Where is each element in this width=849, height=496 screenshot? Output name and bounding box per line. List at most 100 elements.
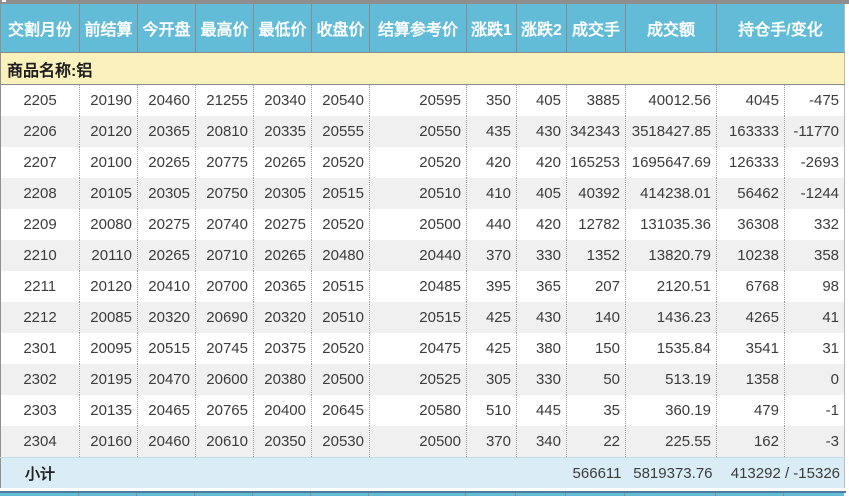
- top-edge-strip: [0, 0, 849, 4]
- cell-value: 20120: [79, 271, 138, 302]
- table-row: 2303 20135 20465 20765 20400 20645 20580 510 445…: [0, 395, 845, 426]
- cell-value: 420: [466, 147, 517, 178]
- cell-value: 420: [516, 209, 567, 240]
- cell-value: 20645: [311, 395, 370, 426]
- cell-value: 20580: [369, 395, 467, 426]
- cell-value: 20160: [79, 426, 138, 458]
- cell-value: 20110: [79, 240, 138, 271]
- cell-value: 445: [516, 395, 567, 426]
- cell-value: 20085: [79, 302, 138, 333]
- cell-value: 414238.01: [625, 178, 717, 209]
- strip-cell: [311, 493, 369, 496]
- cell-value: 20305: [253, 178, 312, 209]
- cell-value: 420: [516, 147, 567, 178]
- cell-value: 20515: [311, 178, 370, 209]
- cell-value: -3: [784, 426, 845, 458]
- cell-delivery-month: 2208: [0, 178, 80, 209]
- cell-value: -1: [825, 402, 840, 419]
- cell-delivery-month: 2207: [0, 147, 80, 178]
- cell-value: 3518427.85: [625, 116, 717, 147]
- cell-value: 358: [784, 240, 845, 271]
- table-row: 2302 20195 20470 20600 20380 20500 20525 305 330…: [0, 364, 845, 395]
- cell-value: 405: [516, 178, 567, 209]
- cell-value: 20380: [253, 364, 312, 395]
- cell-value: 20265: [253, 147, 312, 178]
- cell-value: 20510: [369, 178, 467, 209]
- strip-cell: [137, 493, 195, 496]
- cell-value: 20515: [311, 271, 370, 302]
- col-high: 最高价: [195, 4, 254, 53]
- cell-value: 20350: [253, 426, 312, 458]
- cell-value: 20305: [137, 178, 196, 209]
- cell-value: -1244: [784, 178, 845, 209]
- cell-value: 20440: [369, 240, 467, 271]
- cell-value: 20465: [137, 395, 196, 426]
- cell-value: 20595: [369, 84, 467, 116]
- cell-value: 1358: [716, 364, 785, 395]
- cell-value: 20515: [369, 302, 467, 333]
- strip-cell: [625, 493, 716, 496]
- cell-value: 50: [566, 364, 626, 395]
- cell-value: 150: [566, 333, 626, 364]
- cell-value: 405: [516, 84, 567, 116]
- cell-value: 10238: [716, 240, 785, 271]
- cell-value: 513.19: [625, 364, 717, 395]
- cell-value: 20460: [137, 84, 196, 116]
- cell-value: 435: [466, 116, 517, 147]
- table-row: 2210 20110 20265 20710 20265 20480 20440 370 330…: [0, 240, 845, 271]
- next-section-header-strip: [0, 491, 846, 496]
- cell-value: 340: [516, 426, 567, 458]
- cell-value: 20500: [311, 364, 370, 395]
- cell-value: 20195: [79, 364, 138, 395]
- cell-value: 40392: [566, 178, 626, 209]
- cell-value: 40012.56: [625, 84, 717, 116]
- cell-value: 20080: [79, 209, 138, 240]
- cell-value: 162: [716, 426, 785, 458]
- cell-value: 395: [466, 271, 517, 302]
- cell-value: 20400: [253, 395, 312, 426]
- cell-value: 13820.79: [625, 240, 717, 271]
- strip-cell: [79, 493, 137, 496]
- cell-value: 20120: [79, 116, 138, 147]
- cell-value: 20540: [311, 84, 370, 116]
- cell-value: 20265: [137, 147, 196, 178]
- cell-value: 1535.84: [625, 333, 717, 364]
- cell-value: 20520: [369, 147, 467, 178]
- col-open: 今开盘: [137, 4, 196, 53]
- table-row: 2208 20105 20305 20750 20305 20515 20510 410 405…: [0, 178, 845, 209]
- cell-value: 20500: [369, 426, 467, 458]
- cell-value: 20375: [253, 333, 312, 364]
- strip-cell: [466, 493, 516, 496]
- cell-value: 20810: [195, 116, 254, 147]
- cell-value: 20610: [195, 426, 254, 458]
- cell-value: 342343: [566, 116, 626, 147]
- cell-value: 2120.51: [625, 271, 717, 302]
- cell-value: 20550: [369, 116, 467, 147]
- table-row: 2206 20120 20365 20810 20335 20555 20550 435 430…: [0, 116, 845, 147]
- cell-value: 165253: [566, 147, 626, 178]
- cell-value: 20520: [311, 333, 370, 364]
- cell-value: 1695647.69: [625, 147, 717, 178]
- cell-value: 20710: [195, 240, 254, 271]
- futures-quotes-table: 交割月份 前结算 今开盘 最高价 最低价 收盘价 结算参考价 涨跌1 涨跌2 成…: [0, 4, 846, 488]
- cell-value: 20745: [195, 333, 254, 364]
- cell-value: 20750: [195, 178, 254, 209]
- cell-value: 20775: [195, 147, 254, 178]
- cell-value: 20740: [195, 209, 254, 240]
- cell-value: -2693: [800, 154, 840, 171]
- cell-value: 12782: [566, 209, 626, 240]
- cell-value: 140: [566, 302, 626, 333]
- cell-delivery-month: 2210: [0, 240, 80, 271]
- cell-value: 20690: [195, 302, 254, 333]
- subtotal-volume: 566611: [566, 457, 626, 488]
- cell-value: 330: [516, 240, 567, 271]
- cell-value: 20600: [195, 364, 254, 395]
- cell-value: 370: [466, 426, 517, 458]
- col-change1: 涨跌1: [466, 4, 517, 53]
- col-volume: 成交手: [566, 4, 626, 53]
- cell-value: 20500: [369, 209, 467, 240]
- cell-value: 20265: [137, 240, 196, 271]
- cell-value: 370: [466, 240, 517, 271]
- top-edge-notch: [2, 0, 6, 2]
